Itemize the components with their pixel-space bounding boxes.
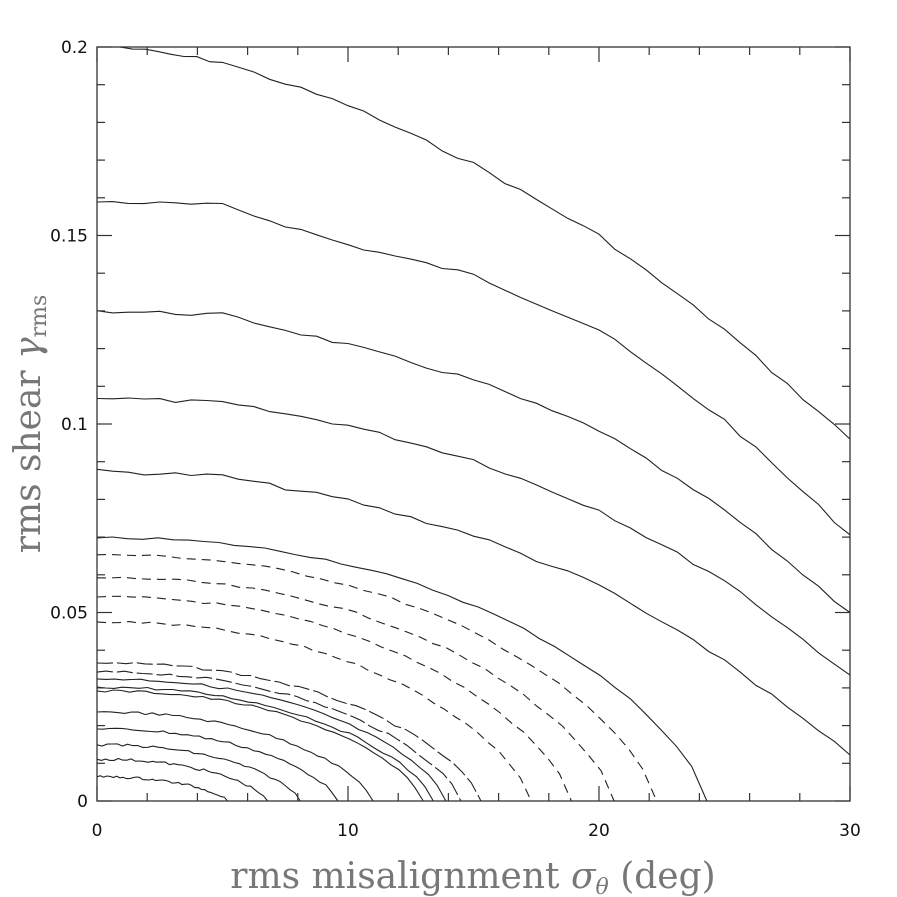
contour-line-lower-9: [96, 689, 424, 802]
contour-line-lower-2: [96, 576, 615, 802]
y-tick-label: 0.15: [50, 227, 88, 247]
contour-line-lower-11: [96, 727, 339, 802]
axis-ticks: [96, 46, 851, 802]
y-axis-label: rms shear γrms: [8, 295, 52, 554]
x-tick-label: 0: [92, 821, 103, 841]
contour-line-lower-12: [96, 743, 301, 802]
y-tick-label: 0: [77, 792, 88, 812]
x-tick-label: 30: [839, 821, 861, 841]
contour-line-lower-3: [96, 595, 572, 802]
x-tick-label: 20: [588, 821, 610, 841]
contour-line-upper-2: [96, 310, 851, 613]
y-tick-label: 0.2: [61, 38, 88, 58]
contour-line-lower-1: [96, 553, 658, 802]
contour-line-lower-7: [96, 678, 447, 802]
y-tick-label: 0.1: [61, 415, 88, 435]
contour-line-lower-6: [96, 670, 462, 802]
contour-line-upper-4: [96, 468, 851, 756]
contour-line-lower-5: [96, 662, 482, 802]
contour-line-lower-10: [96, 711, 374, 802]
tick-labels: 0 10 20 30 0 0.05 0.1 0.15 0.2: [50, 38, 861, 841]
contour-line-upper-1: [96, 201, 851, 536]
plot-frame: [96, 46, 851, 802]
contour-line-lower-8: [96, 686, 434, 802]
contour-line-lower-13: [96, 757, 269, 802]
x-axis-label: rms misalignment σθ (deg): [230, 856, 715, 897]
x-tick-label: 10: [337, 821, 359, 841]
contour-lines: [96, 46, 851, 802]
contour-line-upper-0: [119, 46, 851, 440]
contour-line-lower-0: [96, 536, 708, 802]
contour-line-upper-3: [96, 397, 851, 676]
contour-line-lower-14: [96, 775, 228, 802]
y-tick-label: 0.05: [50, 604, 88, 624]
contour-line-lower-4: [96, 621, 532, 802]
